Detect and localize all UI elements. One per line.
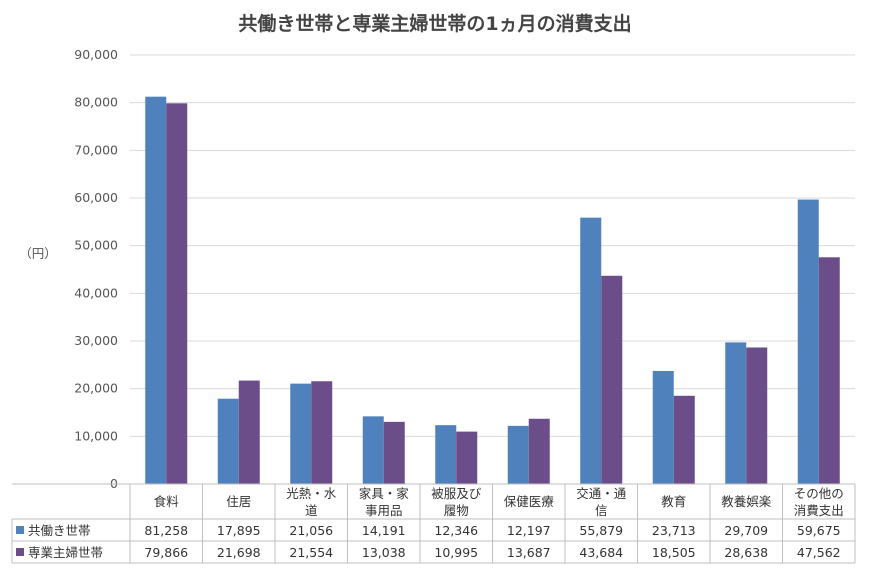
bar-dual-income: [652, 370, 674, 484]
y-tick-label: 10,000: [74, 428, 118, 443]
chart-title: 共働き世帯と専業主婦世帯の1ヵ月の消費支出: [238, 12, 631, 35]
y-tick-label: 80,000: [74, 95, 118, 110]
bar-dual-income: [290, 383, 312, 484]
table-value: 55,879: [579, 523, 623, 538]
y-axis-unit-label: （円）: [19, 246, 57, 261]
y-tick-label: 60,000: [74, 190, 118, 205]
table-value: 79,866: [144, 545, 188, 560]
bar-dual-income: [362, 416, 384, 484]
bar-single-income: [238, 380, 260, 484]
table-value: 17,895: [217, 523, 261, 538]
bars: [145, 96, 840, 485]
x-category-label: 保健医療: [504, 494, 555, 509]
bar-single-income: [601, 275, 623, 484]
legend-swatch: [16, 548, 24, 556]
legend-label: 共働き世帯: [28, 523, 91, 538]
x-category-label: 食料: [154, 494, 180, 509]
x-category-label: 住居: [226, 494, 251, 509]
x-category-label: 光熱・水道: [286, 486, 337, 518]
table-value: 23,713: [652, 523, 696, 538]
table-value: 12,197: [507, 523, 551, 538]
y-tick-label: 50,000: [74, 238, 118, 253]
table-value: 13,687: [507, 545, 551, 560]
table-value: 28,638: [724, 545, 768, 560]
table-value: 21,698: [217, 545, 261, 560]
bar-dual-income: [725, 342, 747, 484]
bar-single-income: [673, 395, 695, 484]
bar-single-income: [383, 421, 405, 484]
x-category-label: 教養娯楽: [721, 494, 772, 509]
bar-dual-income: [435, 425, 457, 484]
legend-swatch: [16, 526, 24, 534]
bar-single-income: [528, 418, 550, 484]
x-category-label: 被服及び履物: [431, 486, 482, 518]
table-value: 47,562: [797, 545, 841, 560]
x-category-label: 交通・通信: [576, 486, 627, 518]
y-tick-label: 90,000: [74, 47, 118, 62]
y-tick-label: 30,000: [74, 333, 118, 348]
bar-dual-income: [580, 217, 602, 484]
bar-single-income: [311, 381, 333, 484]
bar-single-income: [818, 257, 840, 484]
table-value: 13,038: [362, 545, 406, 560]
x-category-label: 家具・家事用品: [359, 486, 410, 518]
table-value: 14,191: [362, 523, 406, 538]
table-value: 29,709: [724, 523, 768, 538]
y-tick-label: 40,000: [74, 285, 118, 300]
bar-dual-income: [217, 398, 239, 484]
table-value: 81,258: [144, 523, 188, 538]
bar-single-income: [456, 431, 478, 484]
legend-label: 専業主婦世帯: [28, 545, 103, 560]
bar-single-income: [746, 347, 768, 484]
table-value: 10,995: [434, 545, 478, 560]
y-tick-label: 70,000: [74, 142, 118, 157]
table-value: 18,505: [652, 545, 696, 560]
x-category-label: 教育: [661, 494, 686, 509]
y-tick-label: 20,000: [74, 381, 118, 396]
bar-dual-income: [507, 425, 529, 484]
table-value: 43,684: [579, 545, 623, 560]
bar-dual-income: [145, 96, 167, 484]
table-value: 21,056: [289, 523, 333, 538]
bar-single-income: [166, 103, 188, 485]
table-value: 21,554: [289, 545, 333, 560]
table-value: 59,675: [797, 523, 841, 538]
y-axis-ticks: 010,00020,00030,00040,00050,00060,00070,…: [74, 47, 118, 491]
table-value: 12,346: [434, 523, 478, 538]
x-category-label: その他の消費支出: [794, 486, 844, 518]
bar-dual-income: [797, 199, 819, 484]
